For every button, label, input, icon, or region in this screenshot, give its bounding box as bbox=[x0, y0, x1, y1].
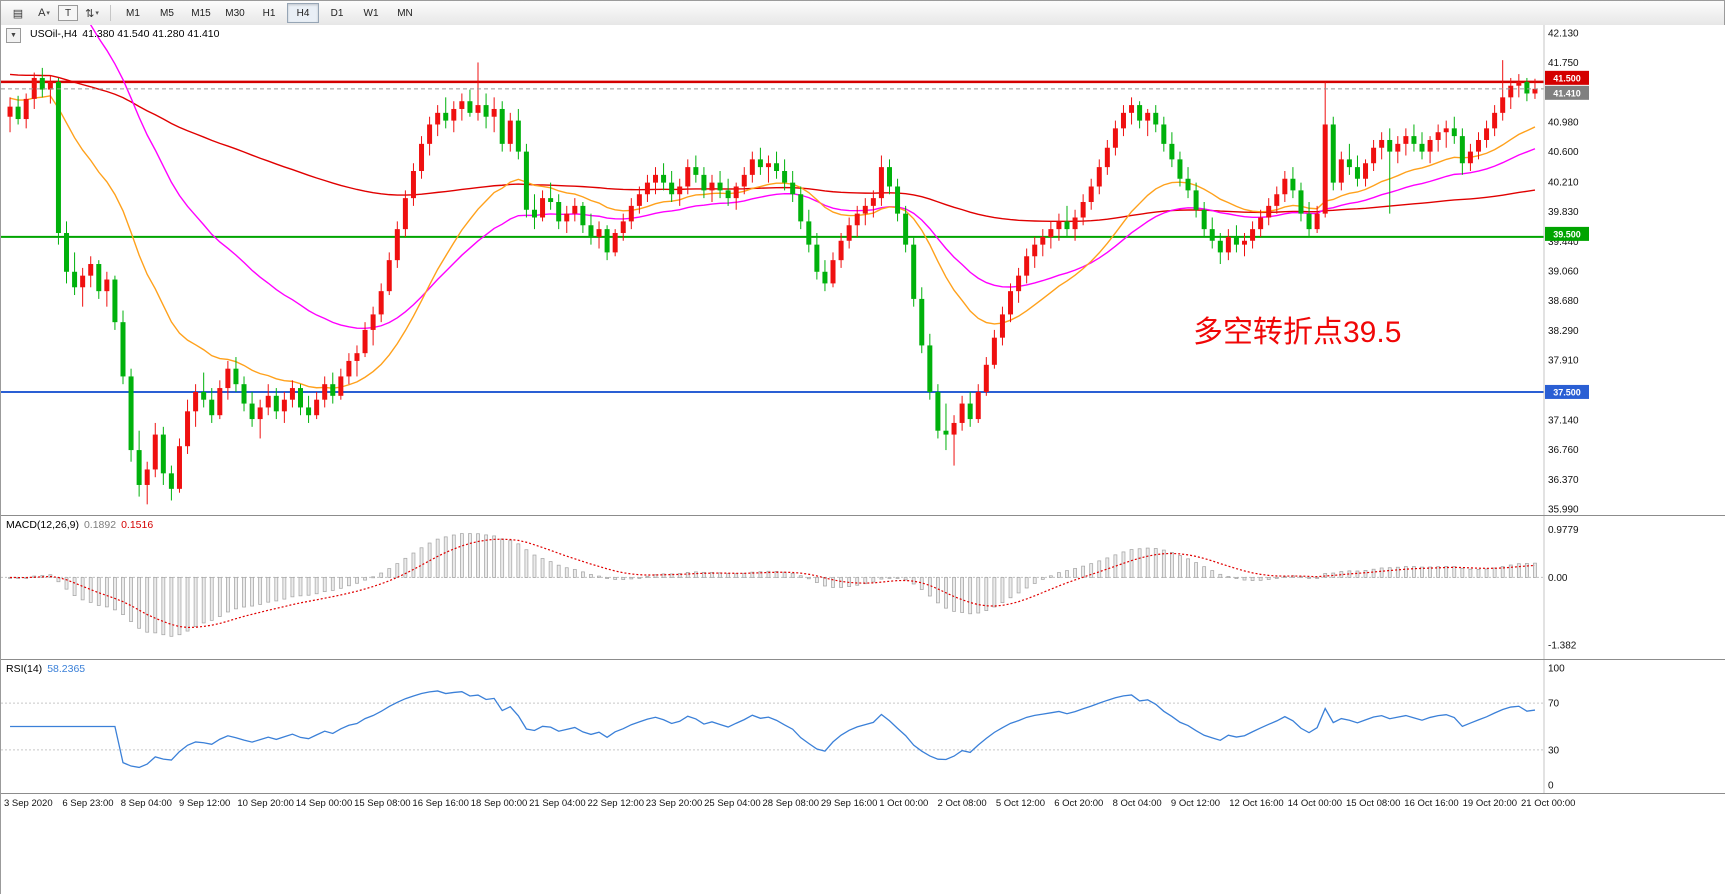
macd-chart-canvas[interactable]: 0.9779 0.00 -1.382 bbox=[1, 516, 1725, 660]
toolbar-separator bbox=[110, 5, 111, 21]
svg-text:36.760: 36.760 bbox=[1548, 445, 1579, 456]
svg-text:37.140: 37.140 bbox=[1548, 415, 1579, 426]
date-tick-label: 21 Oct 00:00 bbox=[1521, 798, 1575, 809]
svg-text:40.210: 40.210 bbox=[1548, 177, 1579, 188]
date-axis: 3 Sep 2020 6 Sep 23:00 8 Sep 04:00 9 Sep 12… bbox=[1, 793, 1725, 814]
date-tick-label: 8 Sep 04:00 bbox=[121, 798, 172, 809]
date-tick-label: 18 Sep 00:00 bbox=[471, 798, 528, 809]
date-tick-label: 12 Oct 16:00 bbox=[1229, 798, 1283, 809]
date-tick-label: 5 Oct 12:00 bbox=[996, 798, 1045, 809]
svg-text:39.060: 39.060 bbox=[1548, 267, 1579, 278]
ohlc-values-label: 41.380 41.540 41.280 41.410 bbox=[82, 28, 219, 43]
date-tick-label: 22 Sep 12:00 bbox=[587, 798, 644, 809]
tf-button-h1[interactable]: H1 bbox=[253, 3, 285, 23]
svg-text:38.680: 38.680 bbox=[1548, 296, 1579, 307]
svg-text:41.500: 41.500 bbox=[1553, 73, 1581, 83]
date-tick-label: 9 Sep 12:00 bbox=[179, 798, 230, 809]
macd-indicator-panel: MACD(12,26,9) 0.1892 0.1516 0.9779 0.00 -1… bbox=[1, 515, 1725, 660]
svg-text:0.9779: 0.9779 bbox=[1548, 525, 1579, 536]
tf-button-d1[interactable]: D1 bbox=[321, 3, 353, 23]
date-tick-label: 23 Sep 20:00 bbox=[646, 798, 703, 809]
chinese-annotation-text[interactable]: 多空转折点39.5 bbox=[1193, 307, 1401, 351]
tf-button-m30[interactable]: M30 bbox=[219, 3, 251, 23]
date-tick-label: 19 Oct 20:00 bbox=[1463, 798, 1517, 809]
rsi-chart-canvas[interactable]: 100 70 30 0 bbox=[1, 660, 1725, 793]
date-tick-label: 16 Sep 16:00 bbox=[412, 798, 469, 809]
date-tick-label: 2 Oct 08:00 bbox=[938, 798, 987, 809]
svg-text:30: 30 bbox=[1548, 745, 1560, 756]
svg-text:39.500: 39.500 bbox=[1553, 229, 1581, 239]
date-tick-label: 14 Oct 00:00 bbox=[1288, 798, 1342, 809]
chevron-down-icon: ▾ bbox=[95, 9, 99, 17]
svg-text:41.410: 41.410 bbox=[1553, 88, 1581, 98]
date-tick-label: 8 Oct 04:00 bbox=[1113, 798, 1162, 809]
chart-collapse-button[interactable]: ▼ bbox=[6, 28, 21, 43]
date-tick-label: 15 Oct 08:00 bbox=[1346, 798, 1400, 809]
rsi-label: RSI(14) 58.2365 bbox=[6, 663, 85, 675]
svg-text:38.290: 38.290 bbox=[1548, 326, 1579, 337]
symbol-timeframe-label: USOil-,H4 bbox=[30, 28, 77, 43]
chart-grid-icon[interactable]: ▤ bbox=[6, 4, 30, 22]
date-tick-label: 16 Oct 16:00 bbox=[1404, 798, 1458, 809]
svg-text:42.130: 42.130 bbox=[1548, 29, 1579, 40]
text-tool-icon[interactable]: T bbox=[58, 5, 78, 21]
date-tick-label: 3 Sep 2020 bbox=[4, 798, 53, 809]
svg-text:0.00: 0.00 bbox=[1548, 573, 1568, 584]
svg-text:40.600: 40.600 bbox=[1548, 147, 1579, 158]
tf-button-m5[interactable]: M5 bbox=[151, 3, 183, 23]
main-price-chart-panel: ▼ USOil-,H4 41.380 41.540 41.280 41.410 … bbox=[1, 25, 1725, 515]
date-tick-label: 14 Sep 00:00 bbox=[296, 798, 353, 809]
macd-signal-value: 0.1516 bbox=[121, 519, 153, 531]
svg-text:39.830: 39.830 bbox=[1548, 207, 1579, 218]
drawing-tools-group: ▤A▾T⇅▾ bbox=[5, 4, 105, 22]
rsi-value: 58.2365 bbox=[47, 663, 85, 675]
svg-text:100: 100 bbox=[1548, 664, 1565, 675]
main-chart-canvas[interactable]: 42.13041.75040.98040.60040.21039.83039.4… bbox=[1, 25, 1725, 515]
macd-label: MACD(12,26,9) 0.1892 0.1516 bbox=[6, 519, 153, 531]
macd-name: MACD(12,26,9) bbox=[6, 519, 79, 531]
chevron-down-icon: ▾ bbox=[46, 9, 50, 17]
date-tick-label: 25 Sep 04:00 bbox=[704, 798, 761, 809]
date-tick-label: 10 Sep 20:00 bbox=[237, 798, 294, 809]
svg-text:70: 70 bbox=[1548, 699, 1560, 710]
svg-text:40.980: 40.980 bbox=[1548, 118, 1579, 129]
chart-title: ▼ USOil-,H4 41.380 41.540 41.280 41.410 bbox=[6, 28, 219, 43]
tf-button-m1[interactable]: M1 bbox=[117, 3, 149, 23]
date-tick-label: 15 Sep 08:00 bbox=[354, 798, 411, 809]
tf-button-w1[interactable]: W1 bbox=[355, 3, 387, 23]
svg-text:35.990: 35.990 bbox=[1548, 505, 1579, 516]
svg-text:36.370: 36.370 bbox=[1548, 475, 1579, 486]
tf-button-h4[interactable]: H4 bbox=[287, 3, 319, 23]
arrows-tool-icon[interactable]: ⇅▾ bbox=[80, 4, 104, 22]
cursor-tool-icon[interactable]: A▾ bbox=[32, 4, 56, 22]
svg-text:-1.382: -1.382 bbox=[1548, 641, 1577, 652]
macd-main-value: 0.1892 bbox=[84, 519, 116, 531]
date-tick-label: 1 Oct 00:00 bbox=[879, 798, 928, 809]
tf-button-m15[interactable]: M15 bbox=[185, 3, 217, 23]
date-tick-label: 9 Oct 12:00 bbox=[1171, 798, 1220, 809]
bottom-whitespace bbox=[1, 814, 1725, 895]
date-tick-label: 29 Sep 16:00 bbox=[821, 798, 878, 809]
svg-text:37.500: 37.500 bbox=[1553, 387, 1581, 397]
date-tick-label: 28 Sep 08:00 bbox=[763, 798, 820, 809]
date-tick-label: 6 Sep 23:00 bbox=[62, 798, 113, 809]
svg-text:41.750: 41.750 bbox=[1548, 58, 1579, 69]
date-tick-label: 21 Sep 04:00 bbox=[529, 798, 586, 809]
svg-text:37.910: 37.910 bbox=[1548, 356, 1579, 367]
date-tick-label: 6 Oct 20:00 bbox=[1054, 798, 1103, 809]
svg-text:0: 0 bbox=[1548, 781, 1554, 792]
rsi-indicator-panel: RSI(14) 58.2365 100 70 30 0 bbox=[1, 659, 1725, 793]
rsi-name: RSI(14) bbox=[6, 663, 42, 675]
tf-button-mn[interactable]: MN bbox=[389, 3, 421, 23]
